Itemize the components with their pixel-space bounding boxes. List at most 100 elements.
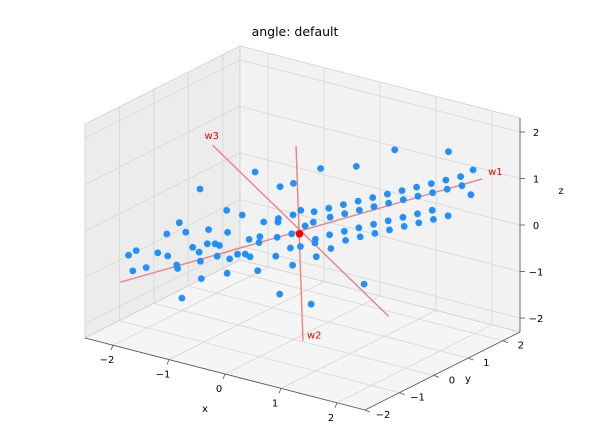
data-point — [307, 300, 315, 308]
data-point — [273, 233, 281, 241]
data-point — [427, 180, 435, 188]
x-tick-label: 0 — [216, 384, 222, 395]
data-point — [309, 218, 317, 226]
data-point — [205, 226, 213, 234]
y-tick — [502, 340, 508, 344]
data-point — [223, 269, 231, 277]
z-tick-label: −2 — [529, 314, 544, 325]
data-point — [197, 257, 204, 265]
data-point — [182, 228, 190, 236]
data-point — [385, 199, 392, 207]
grid-z-left — [84, 245, 241, 325]
data-point — [467, 191, 475, 199]
data-point — [414, 192, 422, 200]
data-point — [356, 206, 363, 214]
data-point — [326, 231, 333, 239]
x-tick-label: 1 — [272, 398, 278, 409]
data-point — [213, 252, 221, 260]
data-point — [238, 211, 246, 219]
data-point — [386, 226, 393, 234]
data-point — [429, 189, 436, 197]
data-point — [311, 239, 319, 247]
x-tick-label: 2 — [328, 413, 334, 424]
grid-z-back — [239, 199, 521, 272]
principal-axes: w1 w2 w3 — [120, 131, 503, 342]
data-point — [287, 244, 294, 252]
data-point — [251, 168, 259, 176]
grid-x-floor — [168, 281, 325, 360]
data-point — [371, 230, 379, 237]
axis-ticks: −2 −1 0 1 2 −2 −1 0 1 2 −2 −1 0 1 2 — [84, 118, 544, 424]
data-point — [326, 213, 334, 221]
data-point — [325, 204, 333, 212]
x-tick-label: −2 — [100, 355, 115, 366]
data-point — [178, 294, 186, 302]
center-point — [295, 229, 304, 238]
z-tick-label: 1 — [533, 174, 539, 185]
data-point — [154, 249, 162, 257]
data-point — [352, 163, 360, 170]
data-point — [276, 183, 284, 191]
data-point — [290, 180, 297, 187]
data-point — [340, 227, 348, 235]
data-point — [241, 250, 249, 258]
data-point — [469, 166, 477, 174]
z-tick-label: −1 — [529, 268, 544, 279]
data-point — [430, 216, 437, 223]
data-point — [354, 197, 362, 205]
data-points — [125, 146, 477, 308]
data-point — [398, 187, 406, 195]
data-point — [289, 211, 297, 219]
data-point — [360, 280, 368, 288]
data-point — [443, 185, 451, 193]
y-tick-label: 1 — [483, 358, 489, 369]
data-point — [444, 212, 452, 220]
x-tick — [166, 359, 170, 365]
data-point — [226, 255, 234, 263]
grid-z-left — [84, 106, 241, 185]
data-point — [260, 218, 268, 226]
x-tick — [278, 388, 282, 394]
grid-z-back — [239, 59, 521, 133]
data-point — [272, 252, 280, 260]
data-point — [174, 265, 182, 272]
data-point — [457, 173, 464, 181]
y-tick-label: 0 — [449, 375, 455, 386]
data-point — [312, 253, 320, 261]
data-point — [369, 194, 377, 202]
y-tick-label: 2 — [518, 341, 524, 352]
data-point — [223, 207, 231, 214]
principal-axis-label: w1 — [488, 167, 503, 178]
y-tick — [433, 374, 440, 378]
grid-z-back — [239, 106, 521, 179]
z-tick-label: 0 — [533, 221, 539, 232]
grid-y-floor — [222, 268, 503, 342]
data-point — [297, 206, 305, 214]
data-point — [197, 275, 205, 282]
data-point — [254, 267, 262, 275]
data-point — [400, 223, 408, 230]
data-point — [132, 247, 140, 255]
data-point — [234, 250, 241, 258]
data-point — [216, 242, 223, 249]
data-point — [245, 236, 253, 243]
data-point — [301, 222, 309, 230]
data-point — [327, 245, 335, 252]
data-point — [288, 230, 296, 238]
z-axis-label: z — [558, 186, 563, 197]
chart-title: angle: default — [252, 24, 339, 39]
grid-x-floor — [112, 266, 269, 346]
grid-z-back — [239, 245, 521, 319]
data-point — [163, 230, 171, 238]
data-point — [164, 252, 172, 260]
data-point — [391, 146, 399, 154]
data-point — [203, 240, 211, 248]
data-point — [384, 190, 391, 198]
data-point — [195, 248, 203, 256]
y-tick-label: −2 — [376, 410, 391, 421]
data-point — [276, 290, 284, 298]
grid-y-floor — [188, 285, 469, 359]
grid-y-floor — [153, 302, 434, 376]
data-point — [189, 243, 197, 251]
